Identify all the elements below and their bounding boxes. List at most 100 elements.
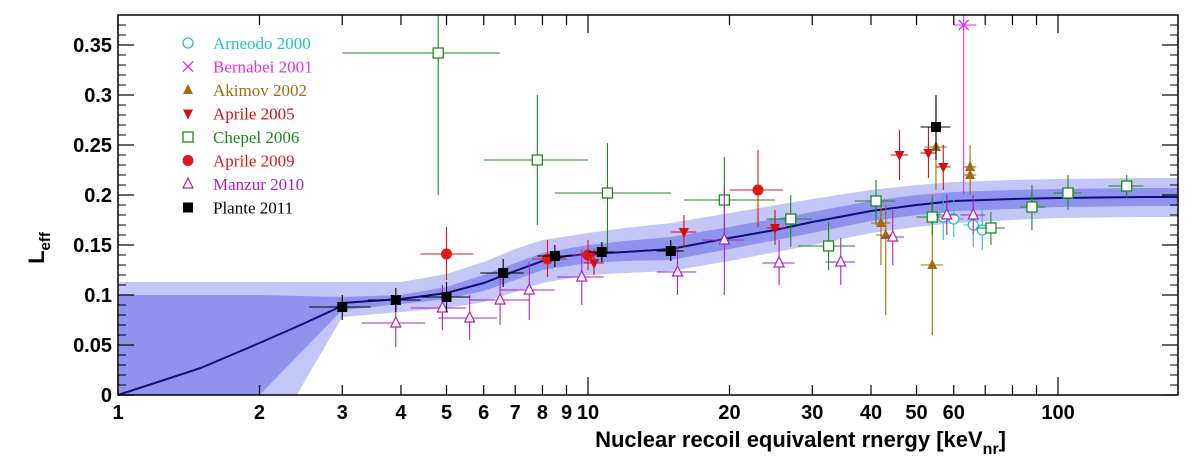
data-point (770, 224, 781, 234)
legend-entry: Arneodo 2000 (182, 34, 311, 53)
x-tick-label: 20 (718, 402, 740, 424)
legend-entry: Plante 2011 (183, 199, 293, 218)
legend-marker (182, 61, 194, 72)
data-point (958, 19, 970, 31)
legend-marker (182, 176, 194, 189)
x-tick-label: 9 (561, 402, 572, 424)
y-axis-title-sub: eff (37, 231, 54, 250)
x-tick-label: 30 (801, 402, 823, 424)
legend-label: Aprile 2005 (213, 105, 295, 124)
data-points-layer (309, 15, 1144, 347)
legend-entry: Chepel 2006 (182, 128, 299, 147)
legend-label: Bernabei 2001 (213, 58, 313, 77)
data-point (940, 207, 953, 220)
x-tick-label: 50 (905, 402, 927, 424)
legend-marker (183, 84, 193, 94)
data-point (834, 254, 847, 267)
data-point (390, 295, 401, 305)
data-point (1062, 187, 1074, 199)
x-tick-label: 10 (577, 402, 599, 424)
data-point (1121, 180, 1133, 192)
x-tick-label: 60 (943, 402, 965, 424)
legend-marker (182, 37, 194, 49)
x-tick-label: 5 (441, 402, 452, 424)
data-point (531, 154, 543, 166)
legend-entry: Aprile 2005 (183, 105, 295, 124)
x-axis-title-sub: nr (983, 441, 999, 458)
series-aprile-2005 (583, 127, 951, 275)
legend-label: Arneodo 2000 (213, 34, 311, 53)
y-axis-title-main: L (24, 250, 49, 263)
legend-marker (183, 202, 193, 213)
y-tick-label: 0.15 (73, 235, 112, 257)
x-tick-label: 7 (510, 402, 521, 424)
data-point (596, 247, 607, 257)
legend-label: Akimov 2002 (213, 81, 307, 100)
y-tick-label: 0.1 (84, 285, 112, 307)
y-tick-label: 0.05 (73, 335, 112, 357)
data-point (894, 151, 905, 161)
data-point (965, 169, 976, 179)
data-point (575, 269, 588, 282)
y-tick-label: 0.3 (84, 85, 112, 107)
data-point (389, 315, 402, 328)
data-point (985, 222, 997, 234)
data-point (589, 259, 600, 269)
data-point (718, 232, 731, 245)
data-point (337, 302, 348, 312)
data-point (967, 207, 980, 220)
data-point (930, 122, 941, 132)
y-tick-label: 0 (101, 385, 112, 407)
data-point (938, 163, 949, 173)
data-point (671, 264, 684, 277)
y-tick-label: 0.25 (73, 135, 112, 157)
legend-label: Chepel 2006 (213, 128, 299, 147)
legend-marker (182, 155, 194, 166)
series-plante-2011 (309, 95, 951, 320)
y-tick-label: 0.35 (73, 35, 112, 57)
x-axis-title-end: ] (999, 427, 1006, 452)
data-point (441, 292, 452, 302)
data-point (432, 47, 444, 59)
x-tick-label: 8 (537, 402, 548, 424)
series-manzur-2010 (361, 185, 986, 347)
data-point (494, 292, 507, 305)
series-bernabei-2001 (953, 15, 977, 195)
x-tick-label: 3 (337, 402, 348, 424)
data-point (923, 149, 934, 159)
legend-entry: Akimov 2002 (183, 81, 307, 100)
legend-entry: Aprile 2009 (182, 152, 295, 171)
legend-label: Manzur 2010 (213, 175, 304, 194)
data-point (927, 259, 938, 269)
data-point (773, 255, 786, 268)
data-point (463, 310, 476, 323)
legend: Arneodo 2000 Bernabei 2001 Akimov 2002 Apri… (182, 34, 313, 218)
data-point (549, 251, 560, 261)
legend-entry: Manzur 2010 (182, 175, 304, 194)
data-point (441, 248, 453, 260)
legend-entry: Bernabei 2001 (182, 58, 313, 77)
data-point (886, 229, 899, 242)
x-axis-title: Nuclear recoil equivalent rnergy [keVnr] (595, 427, 1006, 458)
data-point (1026, 201, 1038, 213)
legend-label: Plante 2011 (213, 199, 293, 218)
x-tick-label: 2 (254, 402, 265, 424)
x-tick-label: 100 (1041, 402, 1074, 424)
inner-band (118, 188, 1178, 395)
data-point (523, 282, 536, 295)
data-point (678, 228, 689, 238)
y-tick-label: 0.2 (84, 185, 112, 207)
data-point (870, 195, 882, 207)
data-point (926, 211, 938, 223)
data-point (785, 213, 797, 225)
legend-marker (183, 109, 193, 120)
data-point (498, 268, 509, 278)
x-tick-label: 1 (112, 402, 123, 424)
data-point (752, 184, 764, 196)
x-tick-label: 40 (860, 402, 882, 424)
x-tick-label: 4 (395, 402, 407, 424)
legend-label: Aprile 2009 (213, 152, 295, 171)
x-axis-title-main: Nuclear recoil equivalent rnergy [keV (595, 427, 983, 452)
y-axis-title: Leff (24, 231, 54, 264)
